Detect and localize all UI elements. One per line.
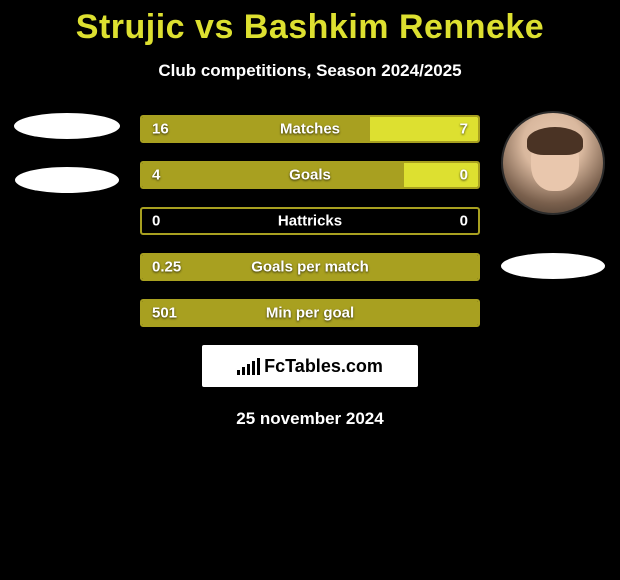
stat-label: Goals per match xyxy=(251,259,369,276)
stat-label: Min per goal xyxy=(266,305,354,322)
stat-left-value: 4 xyxy=(152,167,160,184)
bar-fill-left xyxy=(142,163,404,187)
stat-left-value: 501 xyxy=(152,305,177,322)
logo-text: FcTables.com xyxy=(264,356,383,377)
stat-bar-goals: 4 Goals 0 xyxy=(140,161,480,189)
footer: FcTables.com 25 november 2024 xyxy=(0,345,620,429)
player-left-placeholder-1 xyxy=(14,113,120,139)
subtitle: Club competitions, Season 2024/2025 xyxy=(0,61,620,81)
stat-bar-hattricks: 0 Hattricks 0 xyxy=(140,207,480,235)
stat-right-value: 0 xyxy=(460,213,468,230)
stat-bar-matches: 16 Matches 7 xyxy=(140,115,480,143)
stat-left-value: 0.25 xyxy=(152,259,181,276)
player-right-placeholder xyxy=(501,253,605,279)
stat-label: Matches xyxy=(280,121,340,138)
stat-left-value: 0 xyxy=(152,213,160,230)
stat-bar-goals-per-match: 0.25 Goals per match xyxy=(140,253,480,281)
stat-bar-min-per-goal: 501 Min per goal xyxy=(140,299,480,327)
stat-right-value: 7 xyxy=(460,121,468,138)
stat-label: Hattricks xyxy=(278,213,342,230)
player-right-avatar xyxy=(501,111,605,215)
fctables-logo: FcTables.com xyxy=(202,345,418,387)
page-title: Strujic vs Bashkim Renneke xyxy=(0,0,620,47)
stat-right-value: 0 xyxy=(460,167,468,184)
player-left-column xyxy=(8,109,126,193)
stat-label: Goals xyxy=(289,167,331,184)
stat-bars: 16 Matches 7 4 Goals 0 0 Hattricks 0 0.2… xyxy=(126,109,494,327)
logo-chart-icon xyxy=(237,357,260,375)
date-label: 25 november 2024 xyxy=(236,409,383,429)
stat-left-value: 16 xyxy=(152,121,169,138)
player-right-column xyxy=(494,109,612,279)
comparison-row: 16 Matches 7 4 Goals 0 0 Hattricks 0 0.2… xyxy=(0,109,620,327)
player-left-placeholder-2 xyxy=(15,167,119,193)
